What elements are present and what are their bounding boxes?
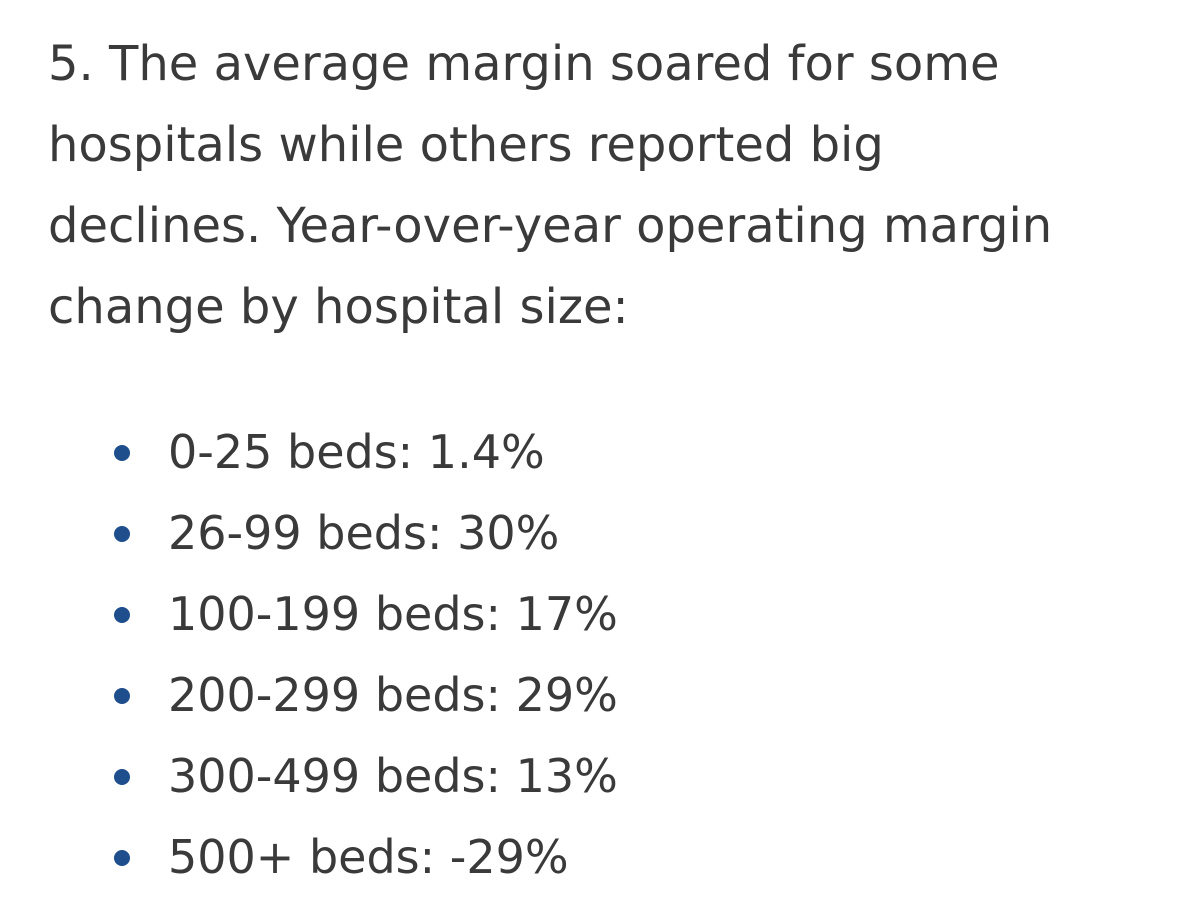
heading-line-2: hospitals while others reported big (48, 117, 884, 173)
heading-line-4: change by hospital size: (48, 279, 629, 335)
bed-size-list: 0-25 beds: 1.4% 26-99 beds: 30% 100-199 … (114, 412, 618, 898)
list-item-text: 0-25 beds: 1.4% (168, 425, 545, 479)
list-item-text: 26-99 beds: 30% (168, 506, 560, 560)
bullet-dot-icon (114, 525, 130, 542)
bullet-dot-icon (114, 687, 130, 704)
bullet-dot-icon (114, 606, 130, 623)
list-item: 26-99 beds: 30% (114, 493, 618, 574)
bullet-dot-icon (114, 444, 130, 461)
list-item: 100-199 beds: 17% (114, 574, 618, 655)
list-item: 0-25 beds: 1.4% (114, 412, 618, 493)
heading-line-1: 5. The average margin soared for some (48, 36, 1000, 92)
bullet-dot-icon (114, 849, 130, 866)
heading-line-3: declines. Year-over-year operating margi… (48, 198, 1053, 254)
article-section: 5. The average margin soared for some ho… (48, 24, 1158, 884)
list-item-text: 200-299 beds: 29% (168, 668, 618, 722)
list-item-text: 100-199 beds: 17% (168, 587, 618, 641)
list-item-text: 500+ beds: -29% (168, 830, 569, 884)
section-heading: 5. The average margin soared for some ho… (48, 24, 1158, 348)
list-item-text: 300-499 beds: 13% (168, 749, 618, 803)
list-item: 500+ beds: -29% (114, 817, 618, 898)
bullet-dot-icon (114, 768, 130, 785)
list-item: 200-299 beds: 29% (114, 655, 618, 736)
list-item: 300-499 beds: 13% (114, 736, 618, 817)
